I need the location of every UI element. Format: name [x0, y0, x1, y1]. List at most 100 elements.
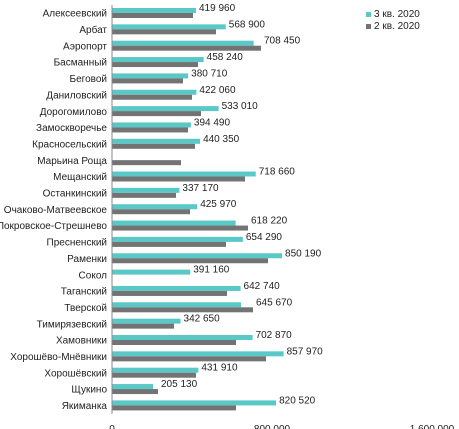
bar-3q-2020: [112, 106, 219, 112]
bar-3q-2020: [112, 24, 226, 30]
x-tick-label: 800 000: [254, 424, 291, 429]
bar-2q-2020: [112, 45, 261, 51]
bar-3q-2020: [112, 187, 180, 193]
category-label: Сокол: [79, 270, 108, 281]
category-label: Якиманка: [62, 401, 108, 412]
bar-3q-2020: [112, 138, 201, 144]
bar-3q-2020: [112, 335, 253, 340]
category-label: Хамовники: [56, 336, 107, 347]
category-label: Беговой: [70, 74, 107, 85]
category-label: Раменки: [67, 254, 107, 265]
value-labels: 419 960 568 900 708 450 458 240 380 710 422 0…: [161, 3, 323, 406]
bar-3q-2020: [112, 400, 277, 406]
data-label: 568 900: [229, 19, 266, 30]
bar-2q-2020: [112, 78, 183, 84]
category-label: Таганский: [61, 287, 107, 298]
bar-3q-2020: [112, 171, 256, 177]
data-label: 642 740: [244, 281, 281, 292]
bar-3q-2020: [112, 367, 199, 373]
bar-3q-2020: [112, 253, 283, 259]
x-tick-label: 1 600 000: [410, 424, 455, 429]
data-label: 458 240: [207, 52, 244, 63]
bar-3q-2020: [112, 269, 191, 275]
bar-3q-2020: [112, 302, 242, 308]
bar-2q-2020: [112, 209, 190, 215]
bar-3q-2020: [112, 220, 236, 226]
data-label: 440 350: [203, 134, 240, 145]
data-label: 708 450: [264, 36, 301, 47]
data-label: 337 170: [182, 183, 219, 194]
data-label: 820 520: [279, 395, 316, 406]
bar-2q-2020: [112, 389, 158, 395]
category-label: Арбат: [79, 24, 107, 36]
bar-2q-2020: [112, 290, 227, 296]
data-label: 391 160: [193, 265, 230, 276]
data-label: 205 130: [161, 379, 198, 390]
bar-3q-2020: [112, 40, 254, 46]
category-label: Хорошёво-Мнёвники: [10, 352, 107, 363]
category-label: Очаково-Матвеевское: [4, 205, 108, 216]
category-label: Марьина Роща: [37, 156, 107, 167]
bar-2q-2020: [112, 127, 188, 133]
bar-2q-2020: [112, 94, 192, 100]
bar-3q-2020: [112, 204, 198, 210]
data-label: 850 190: [285, 248, 322, 259]
bar-2q-2020: [112, 372, 196, 378]
data-label: 618 220: [251, 216, 288, 227]
data-label: 394 490: [194, 117, 231, 128]
data-label: 702 870: [256, 330, 293, 341]
category-label: Замоскворечье: [36, 123, 107, 134]
category-label: Тверской: [64, 303, 107, 314]
bar-2q-2020: [112, 405, 236, 411]
bar-2q-2020: [112, 340, 236, 345]
category-label: Мещанский: [53, 172, 107, 183]
legend-entry: 3 кв. 2020: [374, 9, 420, 20]
bar-3q-2020: [112, 384, 154, 390]
bar-3q-2020: [112, 89, 197, 95]
category-label: Тимирязевский: [37, 319, 107, 330]
legend-entry: 2 кв. 2020: [374, 21, 420, 32]
bar-3q-2020: [112, 8, 196, 13]
bars: [112, 8, 284, 411]
data-label: 718 660: [259, 167, 296, 178]
x-tick-label: 0: [109, 424, 115, 429]
data-label: 654 290: [246, 232, 283, 243]
bar-2q-2020: [112, 111, 201, 117]
bar-2q-2020: [112, 307, 253, 313]
category-label: Пресненский: [47, 238, 107, 249]
bar-2q-2020: [112, 258, 268, 264]
data-label: 342 650: [184, 314, 221, 325]
data-label: 419 960: [199, 3, 236, 14]
data-label: 533 010: [222, 101, 259, 112]
legend-swatch: [366, 24, 371, 29]
bar-2q-2020: [112, 29, 216, 35]
category-label: Покровское-Стрешнево: [0, 221, 107, 232]
bar-2q-2020: [112, 323, 174, 329]
category-label: Басманный: [54, 58, 107, 69]
category-labels: Алексеевский Арбат Аэропорт Басманный Бегово…: [0, 9, 107, 412]
data-label: 645 670: [256, 297, 293, 308]
bar-2q-2020: [112, 241, 226, 247]
data-label: 431 910: [201, 363, 238, 374]
category-label: Щукино: [71, 385, 107, 396]
bar-2q-2020: [112, 176, 245, 182]
bar-2q-2020: [112, 192, 176, 198]
x-axis-ticks: 0 800 000 1 600 000: [109, 424, 454, 429]
bar-3q-2020: [112, 285, 241, 291]
data-label: 425 970: [200, 199, 237, 210]
data-label: 422 060: [199, 85, 236, 96]
bar-2q-2020: [112, 160, 181, 166]
data-label: 380 710: [191, 68, 228, 79]
legend-swatch: [366, 12, 371, 17]
category-label: Аэропорт: [63, 41, 107, 52]
bar-2q-2020: [112, 356, 266, 362]
category-label: Красносельский: [32, 139, 107, 150]
bar-3q-2020: [112, 318, 181, 324]
bar-3q-2020: [112, 57, 204, 63]
category-label: Останкинский: [43, 189, 107, 200]
category-label: Хорошёвский: [44, 368, 107, 379]
bar-2q-2020: [112, 62, 198, 68]
category-label: Даниловский: [46, 90, 107, 101]
